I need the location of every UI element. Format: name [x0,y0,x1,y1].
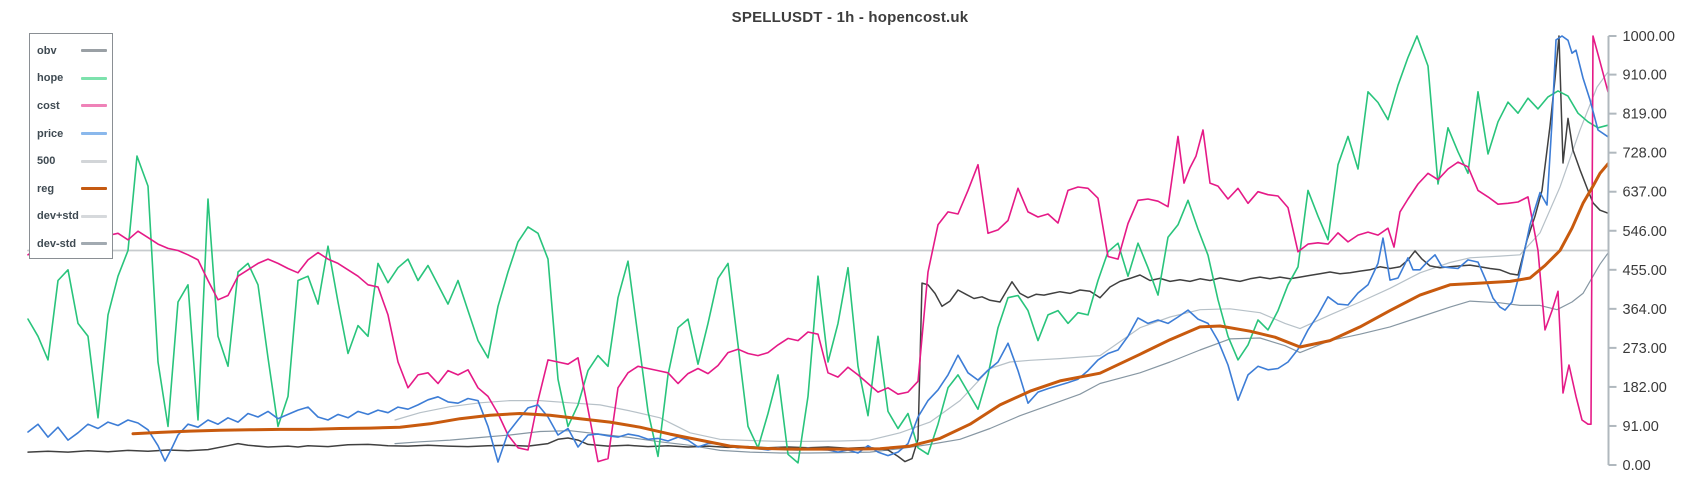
y-axis-tick-label: 182.00 [1623,380,1667,396]
legend-item-reg: reg [30,175,112,203]
legend-item-label: hope [37,72,64,85]
legend-item-hope: hope [30,65,112,93]
y-axis-tick-label: 91.00 [1623,419,1659,435]
legend-item-label: reg [37,182,55,195]
y-axis-tick-label: 455.00 [1623,263,1667,279]
y-axis-tick-label: 637.00 [1623,185,1667,201]
legend-swatch [81,76,107,80]
legend-swatch [81,242,107,246]
legend-item-label: cost [37,99,60,112]
y-axis-tick-label: 273.00 [1623,341,1667,357]
y-axis-tick-label: 910.00 [1623,68,1667,84]
series-line-reg [131,162,1610,451]
legend-swatch [81,214,107,218]
legend-item-obv: obv [30,37,112,65]
legend-swatch [81,187,107,191]
legend-item-500: 500 [30,147,112,175]
legend-item-price: price [30,120,112,148]
chart-title: SPELLUSDT - 1h - hopencost.uk [731,9,969,26]
legend-item-dev-std: dev+std [30,203,112,231]
legend-item-cost: cost [30,92,112,120]
legend-item-label: dev-std [37,237,77,250]
legend-swatch [81,159,107,163]
series-line-hope [27,35,1609,464]
legend-swatch [81,49,107,53]
legend-swatch [81,104,107,108]
legend-box: obv hope cost price 500 reg dev+std dev-std [29,33,113,259]
y-axis-tick-label: 1000.00 [1623,29,1675,45]
y-axis: 1000.00 910.00 819.00 728.00 637.00 546.00 455… [1607,29,1675,474]
legend-item-label: obv [37,44,57,57]
legend-item-label: dev+std [37,210,79,223]
y-axis-tick-label: 0.00 [1623,458,1651,474]
series-line-obv [27,35,1609,463]
series-line-dev-std [394,252,1609,454]
legend-swatch [81,132,107,136]
y-axis-tick-label: 364.00 [1623,302,1667,318]
legend-item-label: 500 [37,155,56,168]
series-line-cost [27,35,1609,463]
legend-item-label: price [37,127,64,140]
legend-item-dev-std: dev-std [30,230,112,258]
y-axis-tick-label: 546.00 [1623,224,1667,240]
y-axis-tick-label: 819.00 [1623,107,1667,123]
series-line-price [27,35,1609,463]
series-layer [27,35,1610,464]
y-axis-tick-label: 728.00 [1623,146,1667,162]
series-line-dev+std [394,71,1609,442]
